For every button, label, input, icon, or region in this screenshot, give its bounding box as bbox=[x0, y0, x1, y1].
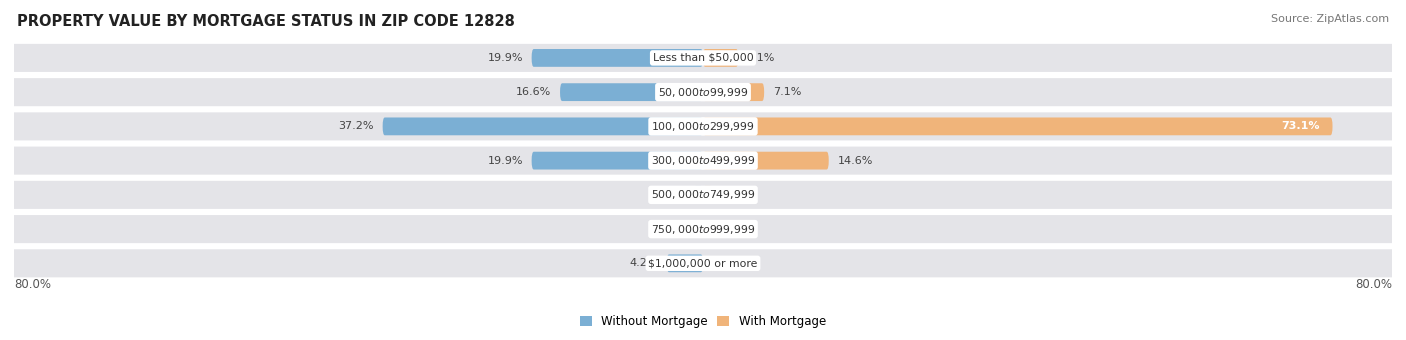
FancyBboxPatch shape bbox=[0, 147, 1406, 175]
Text: Source: ZipAtlas.com: Source: ZipAtlas.com bbox=[1271, 14, 1389, 23]
Text: 7.1%: 7.1% bbox=[773, 87, 801, 97]
FancyBboxPatch shape bbox=[703, 49, 738, 67]
Text: Less than $50,000: Less than $50,000 bbox=[652, 53, 754, 63]
FancyBboxPatch shape bbox=[0, 78, 1406, 106]
Text: 14.6%: 14.6% bbox=[838, 156, 873, 166]
FancyBboxPatch shape bbox=[531, 49, 703, 67]
Text: 80.0%: 80.0% bbox=[1355, 278, 1392, 291]
Text: 19.9%: 19.9% bbox=[488, 156, 523, 166]
Text: $100,000 to $299,999: $100,000 to $299,999 bbox=[651, 120, 755, 133]
Text: $750,000 to $999,999: $750,000 to $999,999 bbox=[651, 223, 755, 236]
Text: $300,000 to $499,999: $300,000 to $499,999 bbox=[651, 154, 755, 167]
FancyBboxPatch shape bbox=[560, 83, 703, 101]
FancyBboxPatch shape bbox=[0, 215, 1406, 243]
FancyBboxPatch shape bbox=[0, 181, 1406, 209]
FancyBboxPatch shape bbox=[666, 254, 703, 272]
Text: $1,000,000 or more: $1,000,000 or more bbox=[648, 258, 758, 268]
FancyBboxPatch shape bbox=[0, 112, 1406, 140]
Text: 0.0%: 0.0% bbox=[711, 224, 740, 234]
Text: 16.6%: 16.6% bbox=[516, 87, 551, 97]
Text: 0.0%: 0.0% bbox=[711, 258, 740, 268]
Text: 37.2%: 37.2% bbox=[339, 121, 374, 131]
FancyBboxPatch shape bbox=[0, 44, 1406, 72]
FancyBboxPatch shape bbox=[0, 249, 1406, 277]
Legend: Without Mortgage, With Mortgage: Without Mortgage, With Mortgage bbox=[581, 315, 825, 328]
Text: $50,000 to $99,999: $50,000 to $99,999 bbox=[658, 86, 748, 99]
FancyBboxPatch shape bbox=[693, 220, 703, 238]
Text: 19.9%: 19.9% bbox=[488, 53, 523, 63]
FancyBboxPatch shape bbox=[703, 186, 713, 204]
Text: 1.1%: 1.1% bbox=[721, 190, 749, 200]
FancyBboxPatch shape bbox=[382, 118, 703, 135]
Text: 1.1%: 1.1% bbox=[657, 190, 685, 200]
Text: 4.2%: 4.2% bbox=[630, 258, 658, 268]
Text: 4.1%: 4.1% bbox=[747, 53, 775, 63]
FancyBboxPatch shape bbox=[531, 152, 703, 170]
FancyBboxPatch shape bbox=[703, 152, 828, 170]
FancyBboxPatch shape bbox=[703, 83, 763, 101]
FancyBboxPatch shape bbox=[703, 118, 1333, 135]
Text: PROPERTY VALUE BY MORTGAGE STATUS IN ZIP CODE 12828: PROPERTY VALUE BY MORTGAGE STATUS IN ZIP… bbox=[17, 14, 515, 29]
Text: 80.0%: 80.0% bbox=[14, 278, 51, 291]
Text: $500,000 to $749,999: $500,000 to $749,999 bbox=[651, 188, 755, 201]
FancyBboxPatch shape bbox=[693, 186, 703, 204]
Text: 73.1%: 73.1% bbox=[1281, 121, 1320, 131]
Text: 1.1%: 1.1% bbox=[657, 224, 685, 234]
